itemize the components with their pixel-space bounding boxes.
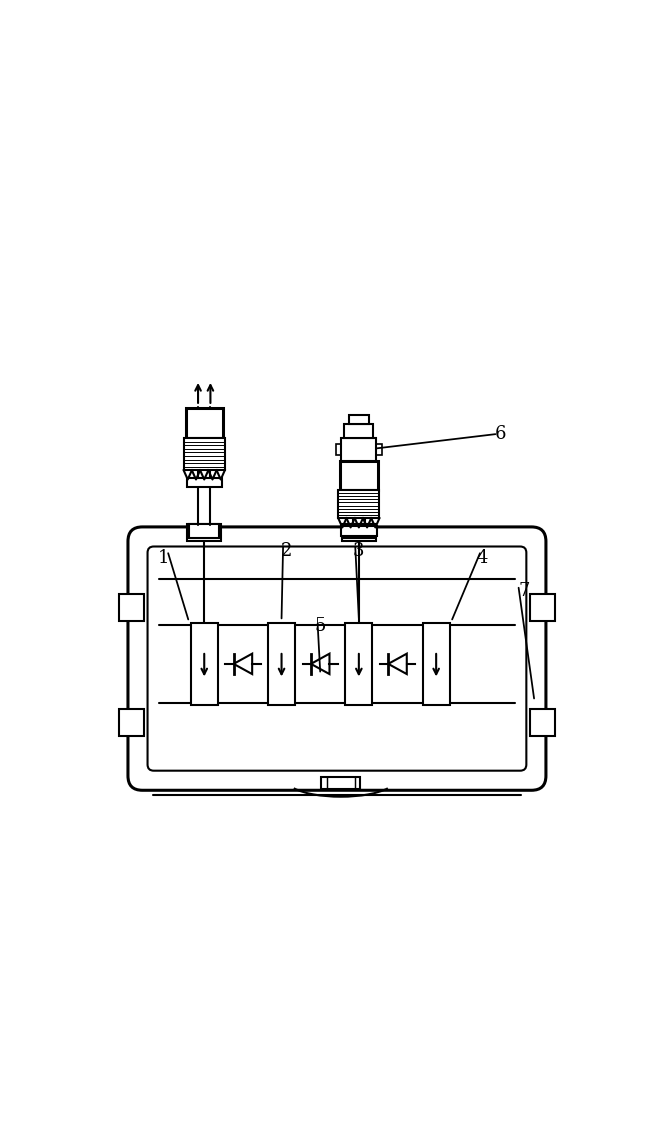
Bar bbox=[119, 710, 144, 736]
FancyBboxPatch shape bbox=[128, 527, 546, 791]
Bar bbox=[344, 523, 374, 538]
Bar bbox=[188, 523, 221, 541]
Bar bbox=[423, 622, 450, 705]
Bar bbox=[345, 622, 372, 705]
Text: 4: 4 bbox=[477, 549, 488, 567]
Bar bbox=[338, 490, 380, 518]
Text: 1: 1 bbox=[157, 549, 169, 567]
Bar bbox=[530, 710, 555, 736]
Bar bbox=[191, 622, 217, 705]
Bar bbox=[184, 438, 225, 471]
Bar bbox=[341, 438, 376, 462]
Text: 3: 3 bbox=[353, 541, 364, 559]
Text: 5: 5 bbox=[315, 618, 326, 636]
Bar bbox=[376, 445, 382, 455]
Bar bbox=[321, 777, 360, 788]
Bar bbox=[342, 523, 376, 541]
Text: 6: 6 bbox=[495, 426, 506, 444]
Bar bbox=[186, 409, 223, 438]
Bar bbox=[340, 462, 378, 490]
Text: 7: 7 bbox=[518, 583, 529, 601]
Bar bbox=[348, 414, 369, 423]
Text: 2: 2 bbox=[281, 541, 293, 559]
Bar bbox=[344, 423, 373, 438]
FancyBboxPatch shape bbox=[148, 547, 527, 770]
Bar bbox=[190, 523, 219, 538]
Bar bbox=[268, 622, 295, 705]
Bar bbox=[119, 594, 144, 621]
Bar bbox=[336, 445, 341, 455]
Bar bbox=[341, 527, 377, 536]
Bar bbox=[530, 594, 555, 621]
Bar bbox=[187, 478, 221, 487]
